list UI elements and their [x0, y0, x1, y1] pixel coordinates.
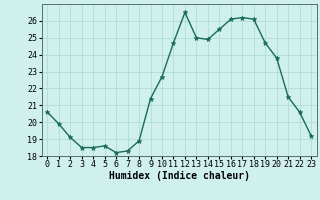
- X-axis label: Humidex (Indice chaleur): Humidex (Indice chaleur): [109, 171, 250, 181]
